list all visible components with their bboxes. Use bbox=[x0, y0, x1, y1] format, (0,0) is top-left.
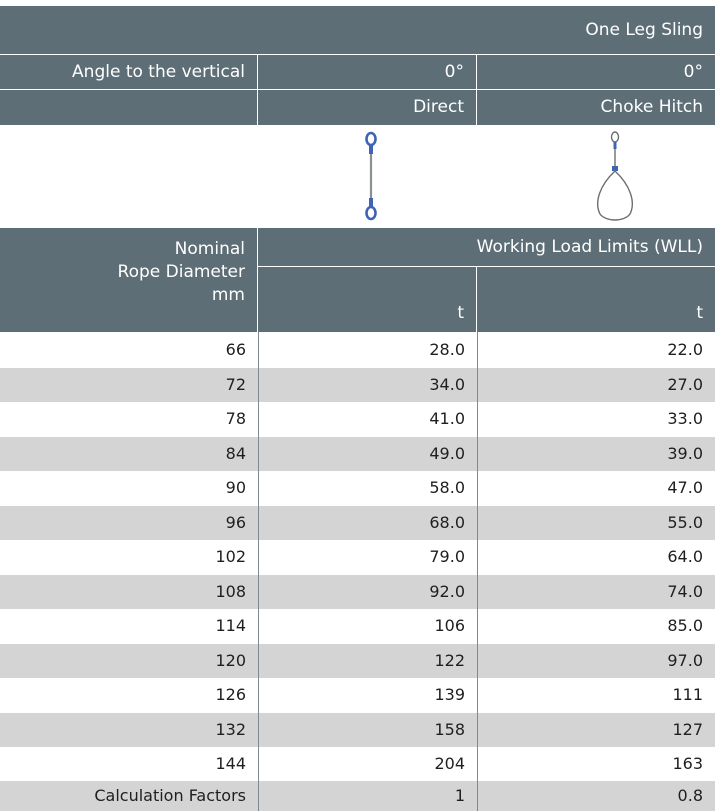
angle-choke-cell: 0° bbox=[477, 55, 715, 89]
unit-choke-label: t bbox=[696, 303, 703, 323]
row-diameter-cell: 126 bbox=[215, 685, 246, 704]
choke-hitch-sling-icon bbox=[590, 130, 640, 222]
row-diameter-cell: 96 bbox=[225, 512, 246, 532]
direct-sling-icon bbox=[356, 130, 386, 222]
sling-type-header: One Leg Sling bbox=[0, 6, 715, 54]
table-row: 120 122 97.0 bbox=[0, 643, 715, 678]
row-diameter-cell: 132 bbox=[215, 719, 246, 739]
diameter-label-line2: Rope Diameter bbox=[117, 262, 245, 282]
row-choke-cell: 127 bbox=[672, 719, 703, 739]
row-choke-cell: 74.0 bbox=[667, 581, 703, 601]
row-direct-cell: 204 bbox=[434, 754, 465, 773]
method-direct-label: Direct bbox=[413, 97, 464, 117]
row-direct-cell: 58.0 bbox=[429, 478, 465, 497]
factors-direct: 1 bbox=[454, 786, 465, 805]
row-direct-cell: 139 bbox=[434, 685, 465, 704]
column-divider-1 bbox=[258, 332, 259, 811]
row-direct-cell: 68.0 bbox=[429, 512, 465, 532]
table-row: 78 41.0 33.0 bbox=[0, 402, 715, 437]
factors-choke: 0.8 bbox=[677, 786, 703, 805]
row-direct-cell: 106 bbox=[434, 616, 465, 635]
row-diameter-cell: 72 bbox=[225, 374, 246, 394]
row-direct-cell: 92.0 bbox=[429, 581, 465, 601]
method-blank-cell bbox=[0, 90, 257, 125]
column-divider-2 bbox=[477, 332, 478, 811]
row-choke-cell: 39.0 bbox=[667, 443, 703, 463]
row-diameter-cell: 66 bbox=[225, 340, 246, 359]
row-direct-cell: 41.0 bbox=[429, 409, 465, 428]
wll-header-cell: Working Load Limits (WLL) bbox=[258, 228, 715, 266]
row-direct-cell: 49.0 bbox=[429, 443, 465, 463]
diameter-label-line1: Nominal bbox=[174, 239, 245, 259]
row-diameter-cell: 84 bbox=[225, 443, 246, 463]
unit-direct-label: t bbox=[457, 303, 464, 323]
row-choke-cell: 33.0 bbox=[667, 409, 703, 428]
table-row: 90 58.0 47.0 bbox=[0, 471, 715, 506]
table-row: 114 106 85.0 bbox=[0, 609, 715, 644]
row-choke-cell: 97.0 bbox=[667, 650, 703, 670]
angle-direct-value: 0° bbox=[444, 61, 464, 82]
table-row: 84 49.0 39.0 bbox=[0, 436, 715, 471]
row-choke-cell: 64.0 bbox=[667, 547, 703, 566]
unit-choke-cell: t bbox=[477, 267, 715, 332]
angle-label: Angle to the vertical bbox=[72, 61, 245, 82]
table-row: 96 68.0 55.0 bbox=[0, 505, 715, 540]
row-direct-cell: 158 bbox=[434, 719, 465, 739]
row-direct-cell: 122 bbox=[434, 650, 465, 670]
calculation-factors-row: Calculation Factors 1 0.8 bbox=[0, 781, 715, 811]
row-choke-cell: 85.0 bbox=[667, 616, 703, 635]
row-direct-cell: 34.0 bbox=[429, 374, 465, 394]
factors-label: Calculation Factors bbox=[94, 786, 246, 805]
table-row: 108 92.0 74.0 bbox=[0, 574, 715, 609]
row-choke-cell: 111 bbox=[672, 685, 703, 704]
table-row: 102 79.0 64.0 bbox=[0, 540, 715, 575]
row-choke-cell: 27.0 bbox=[667, 374, 703, 394]
diameter-unit: mm bbox=[211, 285, 245, 305]
row-diameter-cell: 90 bbox=[225, 478, 246, 497]
row-diameter-cell: 108 bbox=[215, 581, 246, 601]
row-direct-cell: 28.0 bbox=[429, 340, 465, 359]
unit-direct-cell: t bbox=[258, 267, 476, 332]
method-choke-cell: Choke Hitch bbox=[477, 90, 715, 125]
angle-direct-cell: 0° bbox=[258, 55, 476, 89]
row-choke-cell: 47.0 bbox=[667, 478, 703, 497]
angle-label-cell: Angle to the vertical bbox=[0, 55, 257, 89]
row-diameter-cell: 144 bbox=[215, 754, 246, 773]
table-row: 126 139 111 bbox=[0, 678, 715, 713]
sling-type-label: One Leg Sling bbox=[585, 19, 703, 40]
method-choke-label: Choke Hitch bbox=[600, 97, 703, 117]
row-direct-cell: 79.0 bbox=[429, 547, 465, 566]
row-diameter-cell: 114 bbox=[215, 616, 246, 635]
row-diameter-cell: 102 bbox=[215, 547, 246, 566]
row-choke-cell: 55.0 bbox=[667, 512, 703, 532]
method-direct-cell: Direct bbox=[258, 90, 476, 125]
row-choke-cell: 163 bbox=[672, 754, 703, 773]
table-row: 72 34.0 27.0 bbox=[0, 367, 715, 402]
diameter-header-cell: Nominal Rope Diameter mm bbox=[0, 228, 257, 332]
row-diameter-cell: 78 bbox=[225, 409, 246, 428]
angle-choke-value: 0° bbox=[683, 61, 703, 82]
row-choke-cell: 22.0 bbox=[667, 340, 703, 359]
row-diameter-cell: 120 bbox=[215, 650, 246, 670]
table-row: 66 28.0 22.0 bbox=[0, 333, 715, 368]
wll-label: Working Load Limits (WLL) bbox=[476, 236, 703, 257]
table-row: 144 204 163 bbox=[0, 747, 715, 782]
table-row: 132 158 127 bbox=[0, 712, 715, 747]
